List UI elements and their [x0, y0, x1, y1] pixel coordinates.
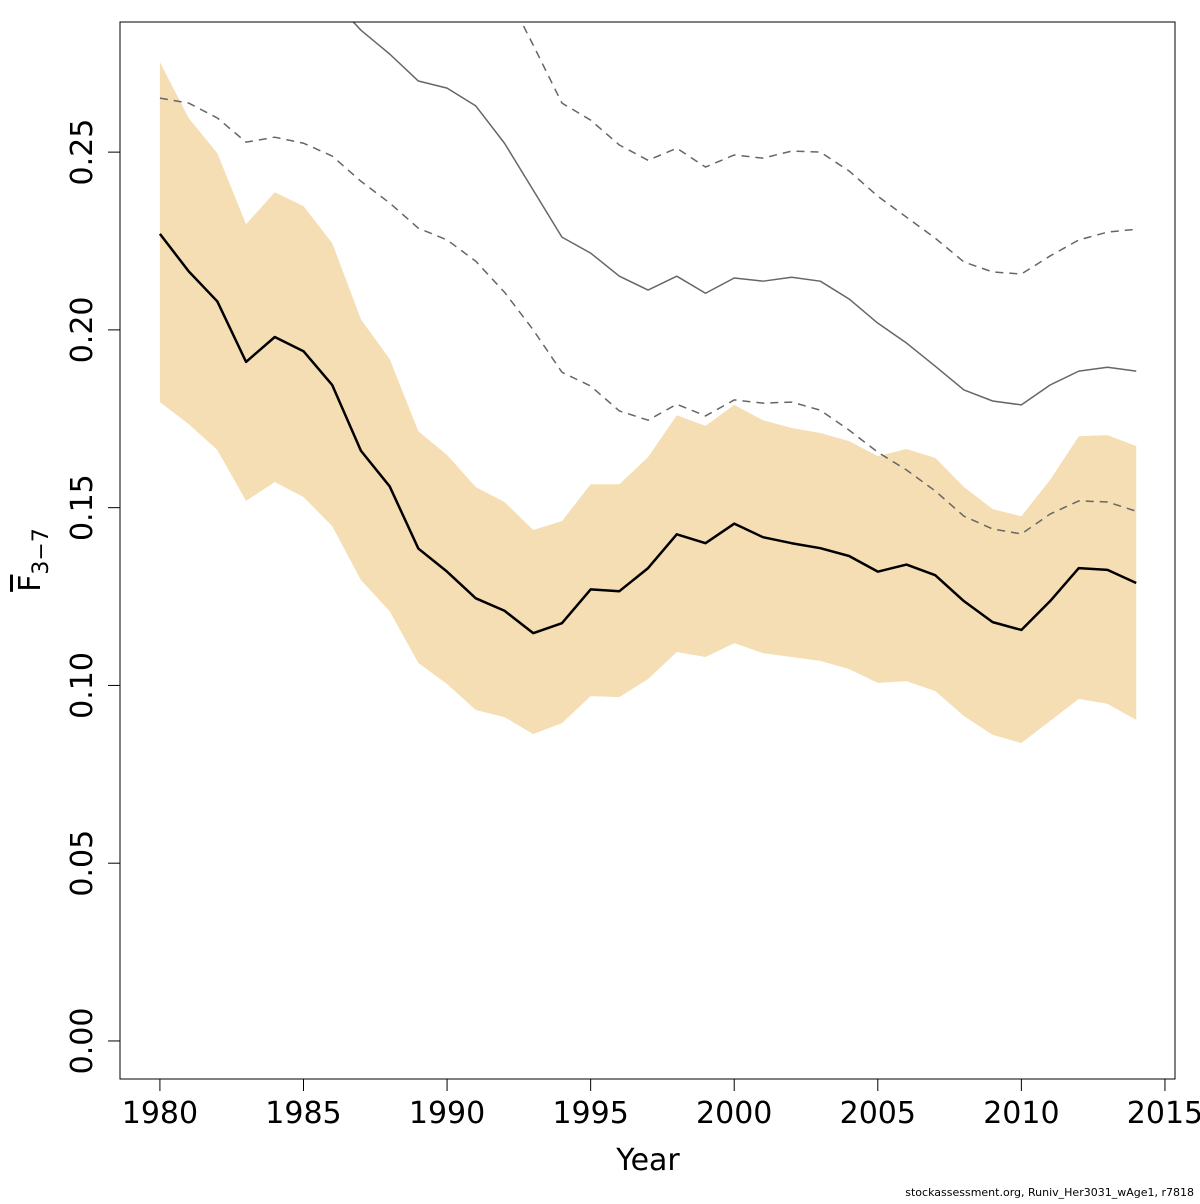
x-axis-label: Year	[615, 1143, 680, 1178]
x-tick-label: 2005	[840, 1096, 916, 1131]
y-tick-label: 0.25	[65, 119, 100, 186]
confidence-band	[159, 62, 1137, 744]
x-tick-label: 1990	[409, 1096, 485, 1131]
x-tick-label: 1980	[122, 1096, 198, 1131]
x-tick-label: 1995	[552, 1096, 628, 1131]
footer: stockassessment.org, Runiv_Her3031_wAge1…	[905, 1186, 1194, 1199]
x-tick-label: 2010	[983, 1096, 1059, 1131]
x-tick-label: 2000	[696, 1096, 772, 1131]
y-tick-label: 0.15	[65, 474, 100, 541]
y-tick-label: 0.20	[65, 296, 100, 363]
y-label-sub: 3−7	[29, 528, 54, 574]
y-tick-label: 0.05	[65, 830, 100, 897]
y-tick-label: 0.00	[65, 1008, 100, 1075]
y-label-main: F	[13, 575, 48, 592]
plot-area	[158, 22, 1137, 744]
y-axis-label: F3−7	[13, 528, 54, 592]
x-tick-label: 1985	[265, 1096, 341, 1131]
series-line	[158, 233, 1137, 635]
y-tick-label: 0.10	[65, 652, 100, 719]
series-line	[520, 22, 1137, 275]
series-line	[159, 97, 1137, 535]
series-line	[352, 22, 1137, 406]
y-axis-label-text: F3−7	[13, 528, 54, 592]
x-tick-label: 2015	[1127, 1096, 1200, 1131]
